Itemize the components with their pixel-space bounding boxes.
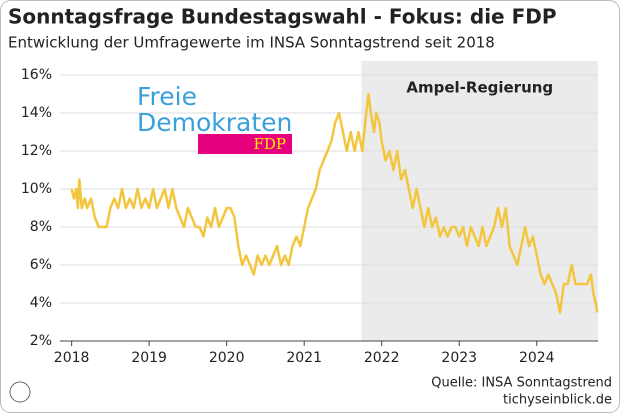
- y-tick-label: 10%: [21, 181, 52, 197]
- chart-title: Sonntagsfrage Bundestagswahl - Fokus: di…: [8, 5, 557, 29]
- x-tick-label: 2022: [364, 350, 400, 366]
- y-tick-label: 6%: [30, 257, 52, 273]
- logo-line1: Freie: [137, 82, 197, 111]
- chart-subtitle: Entwicklung der Umfragewerte im INSA Son…: [8, 34, 495, 52]
- x-tick-label: 2020: [209, 350, 245, 366]
- data-line: [70, 92, 599, 314]
- plot: Ampel-Regierung 2% 4% 6% 8% 10% 12% 14% 16% 2018 2…: [21, 61, 599, 366]
- logo-badge: [198, 134, 292, 154]
- shade-label: Ampel-Regierung: [406, 79, 553, 97]
- y-tick-label: 12%: [21, 143, 52, 159]
- y-tick-label: 16%: [21, 67, 52, 83]
- shade-region: [361, 61, 598, 341]
- x-tick-label: 2018: [54, 350, 90, 366]
- x-tick-label: 2021: [286, 350, 322, 366]
- x-tick-label: 2023: [441, 350, 477, 366]
- publisher-icon: [9, 381, 31, 403]
- logo-badge-text: FDP: [253, 135, 286, 153]
- logo-line2: Demokraten: [137, 108, 292, 137]
- source: Quelle: INSA Sonntagstrend: [431, 376, 612, 391]
- x-tick-label: 2024: [519, 350, 555, 366]
- x-tick-label: 2019: [131, 350, 167, 366]
- y-tick-label: 2%: [30, 333, 52, 349]
- website: tichyseinblick.de: [503, 393, 612, 408]
- y-tick-label: 4%: [30, 295, 52, 311]
- y-tick-label: 14%: [21, 105, 52, 121]
- y-tick-label: 8%: [30, 219, 52, 235]
